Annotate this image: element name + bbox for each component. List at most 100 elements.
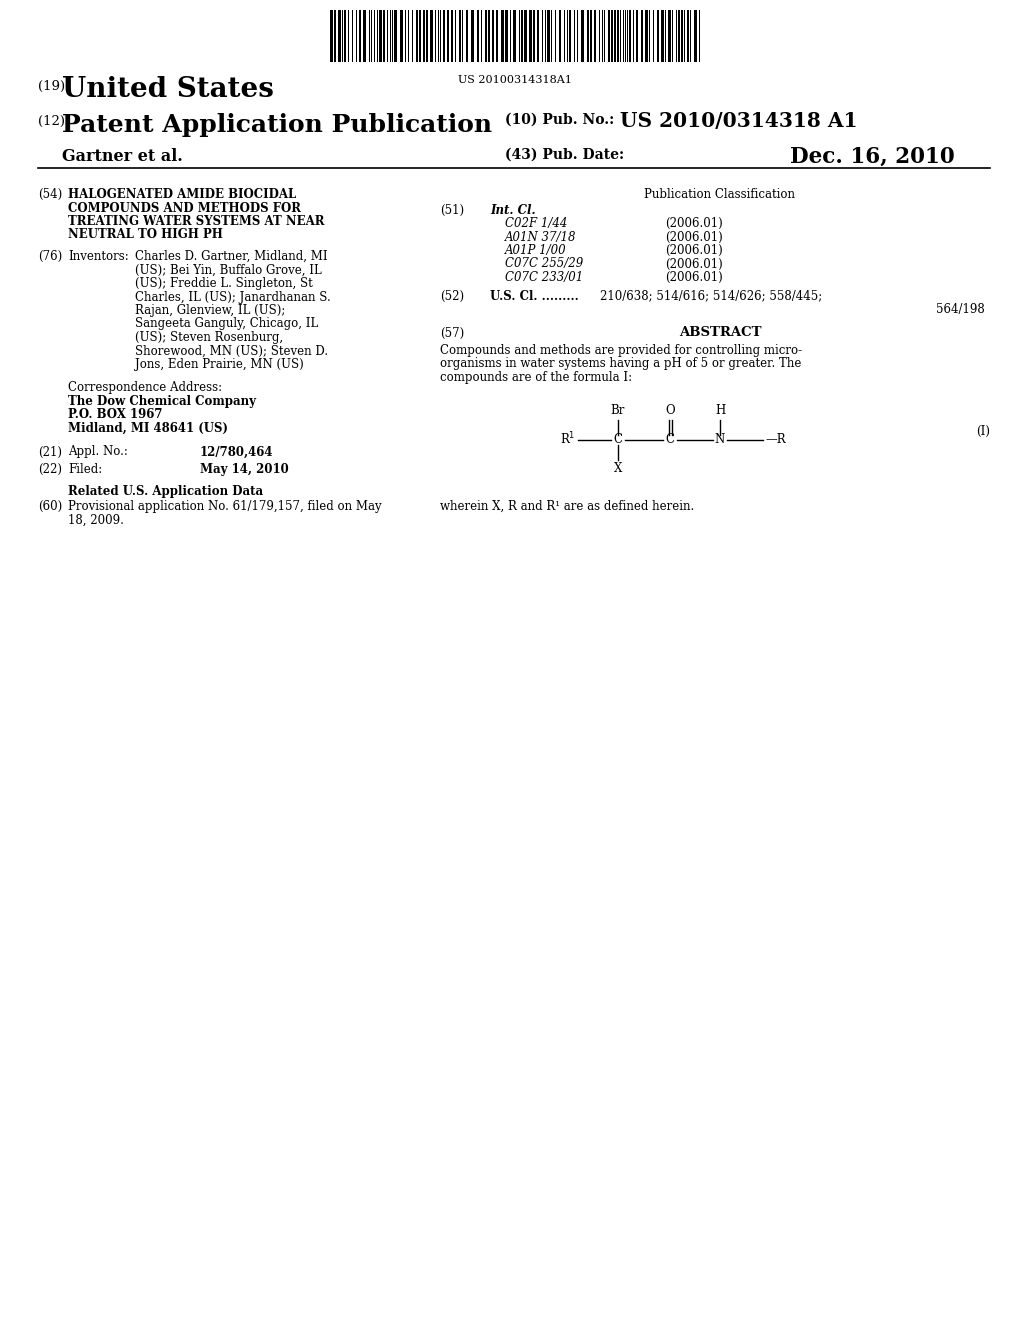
Text: —R: —R — [765, 433, 785, 446]
Bar — [547, 11, 550, 62]
Text: TREATING WATER SYSTEMS AT NEAR: TREATING WATER SYSTEMS AT NEAR — [68, 215, 325, 228]
Bar — [451, 11, 453, 62]
Bar — [496, 11, 498, 62]
Text: Br: Br — [610, 404, 626, 417]
Text: compounds are of the formula I:: compounds are of the formula I: — [440, 371, 632, 384]
Text: A01N 37/18: A01N 37/18 — [505, 231, 577, 243]
Bar — [488, 11, 490, 62]
Text: 564/198: 564/198 — [936, 304, 985, 315]
Text: US 2010/0314318 A1: US 2010/0314318 A1 — [620, 111, 857, 131]
Text: Correspondence Address:: Correspondence Address: — [68, 381, 222, 395]
Bar — [501, 11, 504, 62]
Text: (2006.01): (2006.01) — [665, 244, 723, 257]
Text: (2006.01): (2006.01) — [665, 271, 723, 284]
Text: U.S. Cl. .........: U.S. Cl. ......... — [490, 289, 579, 302]
Text: R$^1$: R$^1$ — [560, 432, 575, 447]
Bar — [505, 11, 508, 62]
Bar — [383, 11, 385, 62]
Bar — [594, 11, 596, 62]
Bar — [617, 11, 618, 62]
Bar — [344, 11, 346, 62]
Text: (US); Freddie L. Singleton, St: (US); Freddie L. Singleton, St — [135, 277, 312, 290]
Text: (43) Pub. Date:: (43) Pub. Date: — [505, 148, 624, 162]
Bar — [430, 11, 433, 62]
Text: 12/780,464: 12/780,464 — [200, 446, 273, 458]
Text: (US); Bei Yin, Buffalo Grove, IL: (US); Bei Yin, Buffalo Grove, IL — [135, 264, 322, 276]
Text: (19): (19) — [38, 81, 66, 92]
Text: Inventors:: Inventors: — [68, 249, 129, 263]
Text: 18, 2009.: 18, 2009. — [68, 513, 124, 527]
Bar — [590, 11, 592, 62]
Bar — [537, 11, 539, 62]
Bar — [687, 11, 689, 62]
Text: NEUTRAL TO HIGH PH: NEUTRAL TO HIGH PH — [68, 228, 223, 242]
Text: wherein X, R and R¹ are as defined herein.: wherein X, R and R¹ are as defined herei… — [440, 499, 694, 512]
Text: 210/638; 514/616; 514/626; 558/445;: 210/638; 514/616; 514/626; 558/445; — [600, 289, 822, 302]
Bar — [477, 11, 479, 62]
Text: May 14, 2010: May 14, 2010 — [200, 463, 289, 477]
Bar — [419, 11, 421, 62]
Bar — [668, 11, 671, 62]
Text: US 20100314318A1: US 20100314318A1 — [458, 75, 572, 84]
Text: (2006.01): (2006.01) — [665, 216, 723, 230]
Text: (I): (I) — [976, 425, 990, 437]
Bar — [513, 11, 516, 62]
Bar — [466, 11, 468, 62]
Bar — [608, 11, 610, 62]
Bar — [629, 11, 631, 62]
Text: C02F 1/44: C02F 1/44 — [505, 216, 567, 230]
Bar — [681, 11, 683, 62]
Bar — [359, 11, 361, 62]
Text: Midland, MI 48641 (US): Midland, MI 48641 (US) — [68, 422, 228, 436]
Bar — [416, 11, 418, 62]
Bar — [471, 11, 474, 62]
Text: N: N — [715, 433, 725, 446]
Text: ABSTRACT: ABSTRACT — [679, 326, 761, 339]
Bar — [338, 11, 341, 62]
Bar — [641, 11, 643, 62]
Text: Compounds and methods are provided for controlling micro-: Compounds and methods are provided for c… — [440, 345, 802, 356]
Bar — [443, 11, 445, 62]
Bar — [447, 11, 449, 62]
Text: Shorewood, MN (US); Steven D.: Shorewood, MN (US); Steven D. — [135, 345, 328, 358]
Bar — [423, 11, 425, 62]
Text: C07C 233/01: C07C 233/01 — [505, 271, 584, 284]
Text: C07C 255/29: C07C 255/29 — [505, 257, 584, 271]
Text: (22): (22) — [38, 463, 62, 477]
Text: Jons, Eden Prairie, MN (US): Jons, Eden Prairie, MN (US) — [135, 358, 304, 371]
Text: P.O. BOX 1967: P.O. BOX 1967 — [68, 408, 163, 421]
Text: Appl. No.:: Appl. No.: — [68, 446, 128, 458]
Bar — [678, 11, 680, 62]
Text: Int. Cl.: Int. Cl. — [490, 203, 536, 216]
Text: (76): (76) — [38, 249, 62, 263]
Text: Charles D. Gartner, Midland, MI: Charles D. Gartner, Midland, MI — [135, 249, 328, 263]
Text: Charles, IL (US); Janardhanan S.: Charles, IL (US); Janardhanan S. — [135, 290, 331, 304]
Bar — [492, 11, 494, 62]
Bar — [334, 11, 336, 62]
Text: Provisional application No. 61/179,157, filed on May: Provisional application No. 61/179,157, … — [68, 500, 382, 513]
Text: (60): (60) — [38, 500, 62, 513]
Bar — [524, 11, 527, 62]
Bar — [330, 11, 333, 62]
Text: C: C — [613, 433, 623, 446]
Text: HALOGENATED AMIDE BIOCIDAL: HALOGENATED AMIDE BIOCIDAL — [68, 187, 296, 201]
Text: United States: United States — [62, 77, 273, 103]
Bar — [426, 11, 428, 62]
Text: Gartner et al.: Gartner et al. — [62, 148, 182, 165]
Bar — [485, 11, 487, 62]
Text: (51): (51) — [440, 203, 464, 216]
Text: Related U.S. Application Data: Related U.S. Application Data — [68, 484, 263, 498]
Text: Dec. 16, 2010: Dec. 16, 2010 — [790, 147, 954, 168]
Bar — [611, 11, 613, 62]
Bar — [569, 11, 571, 62]
Text: The Dow Chemical Company: The Dow Chemical Company — [68, 395, 256, 408]
Text: Rajan, Glenview, IL (US);: Rajan, Glenview, IL (US); — [135, 304, 286, 317]
Text: (US); Steven Rosenburg,: (US); Steven Rosenburg, — [135, 331, 283, 345]
Text: O: O — [666, 404, 675, 417]
Text: A01P 1/00: A01P 1/00 — [505, 244, 566, 257]
Text: (54): (54) — [38, 187, 62, 201]
Text: X: X — [613, 462, 623, 475]
Bar — [587, 11, 589, 62]
Bar — [529, 11, 532, 62]
Bar — [614, 11, 616, 62]
